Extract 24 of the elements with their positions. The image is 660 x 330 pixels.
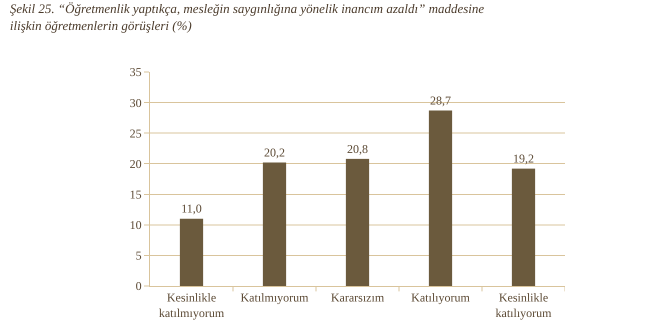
x-tick-label: Kararsızım (330, 290, 385, 304)
chart-title: Şekil 25. “Öğretmenlik yaptıkça, mesleğin saygınlığına yönelik inancım azaldı” maddesine ilişkin öğretmenlerin görüşleri (%) (10, 1, 484, 34)
data-label: 11,0 (181, 202, 202, 216)
x-tick-label: Katılıyorum (411, 290, 470, 304)
data-label: 19,2 (513, 152, 534, 166)
y-tick-label: 0 (136, 279, 142, 294)
y-tick-label: 5 (136, 248, 142, 263)
bar (346, 158, 370, 286)
bar (180, 218, 204, 286)
bar (512, 168, 536, 286)
y-tick-label: 10 (130, 218, 142, 232)
x-tick-label: Kesinlikle katılıyorum (496, 290, 552, 320)
bar (262, 162, 286, 286)
bar (428, 110, 452, 286)
data-label: 20,2 (264, 145, 285, 160)
x-tick-label: Katılmıyorum (240, 290, 310, 304)
y-tick-label: 15 (130, 187, 142, 202)
y-tick-label: 20 (130, 156, 142, 171)
y-tick-label: 30 (130, 96, 142, 110)
data-label: 28,7 (430, 94, 451, 108)
y-tick-label: 25 (130, 126, 142, 140)
y-tick-label: 35 (130, 65, 142, 80)
data-label: 20,8 (347, 142, 368, 156)
x-tick-label: Kesinlikle katılmıyorum (158, 290, 225, 320)
